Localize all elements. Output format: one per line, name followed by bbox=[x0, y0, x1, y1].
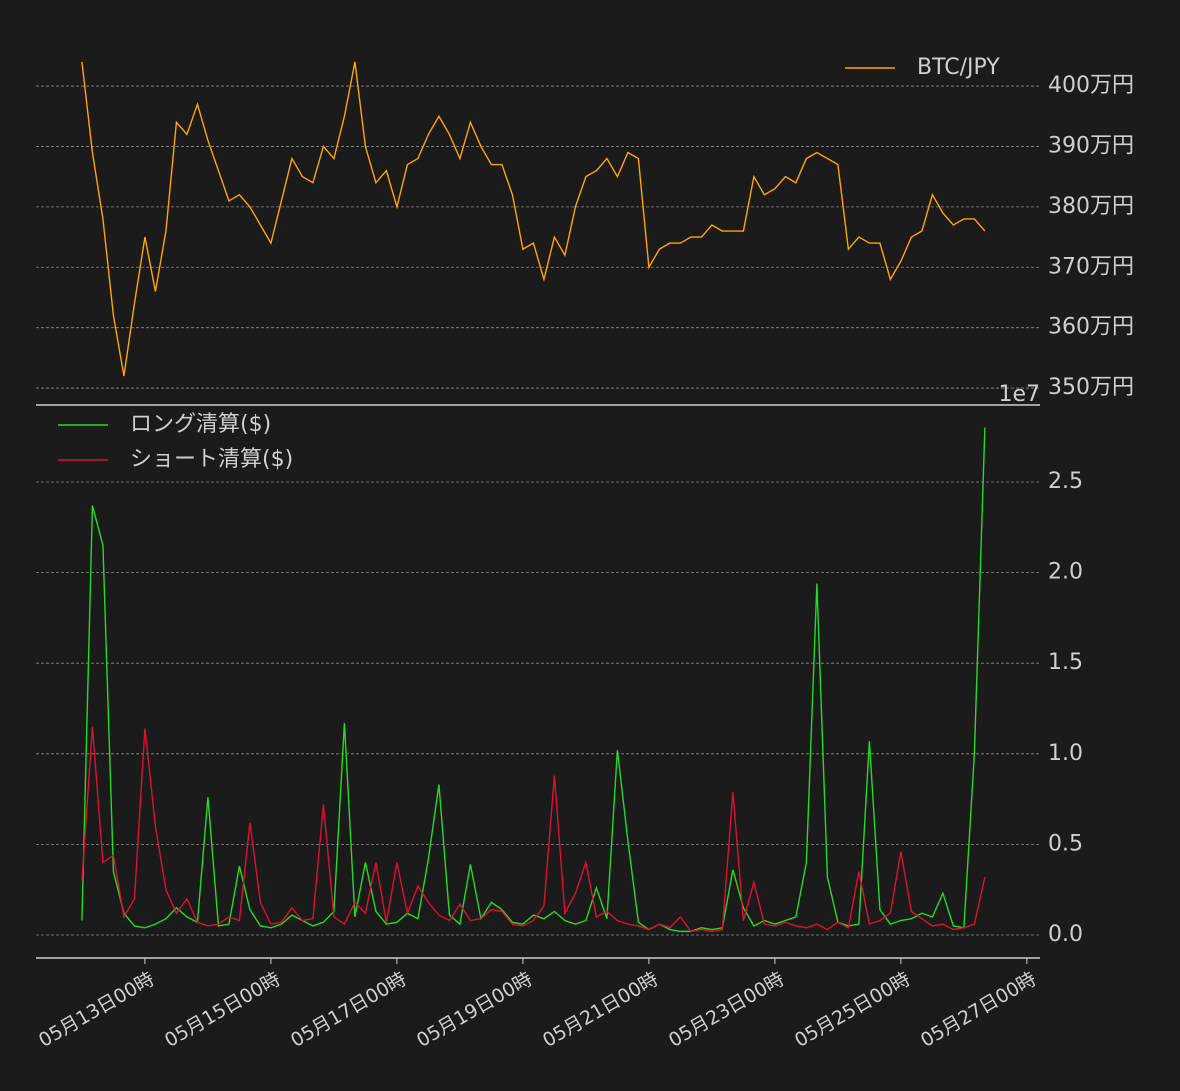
series-line bbox=[81, 726, 986, 933]
y-tick-label: 2.5 bbox=[1048, 469, 1083, 494]
y-tick-label: 0.5 bbox=[1048, 831, 1083, 856]
y-tick-label: 0.0 bbox=[1048, 922, 1083, 947]
y-tick-label: 1.0 bbox=[1048, 741, 1083, 766]
legend-label: ショート清算($) bbox=[130, 447, 293, 472]
y-tick-label: 370万円 bbox=[1048, 254, 1134, 279]
y-tick-label: 380万円 bbox=[1048, 194, 1134, 219]
y-tick-label: 1.5 bbox=[1048, 650, 1083, 675]
x-tick-label: 05月19日00時 bbox=[413, 968, 536, 1052]
y-tick-label: 350万円 bbox=[1048, 375, 1134, 400]
legend-label: BTC/JPY bbox=[917, 55, 1000, 80]
x-tick-label: 05月13日00時 bbox=[35, 968, 158, 1052]
series-line bbox=[81, 61, 986, 377]
offset-label: 1e7 bbox=[998, 382, 1040, 407]
x-tick-label: 05月27日00時 bbox=[917, 968, 1040, 1052]
y-tick-label: 390万円 bbox=[1048, 133, 1134, 158]
y-tick-label: 400万円 bbox=[1048, 73, 1134, 98]
x-tick-label: 05月15日00時 bbox=[161, 968, 284, 1052]
y-tick-label: 2.0 bbox=[1048, 560, 1083, 585]
x-tick-label: 05月17日00時 bbox=[287, 968, 410, 1052]
legend-label: ロング清算($) bbox=[130, 412, 271, 437]
x-tick-label: 05月25日00時 bbox=[791, 968, 914, 1052]
y-tick-label: 360万円 bbox=[1048, 315, 1134, 340]
series-line bbox=[81, 427, 986, 933]
x-tick-label: 05月21日00時 bbox=[539, 968, 662, 1052]
x-tick-label: 05月23日00時 bbox=[665, 968, 788, 1052]
